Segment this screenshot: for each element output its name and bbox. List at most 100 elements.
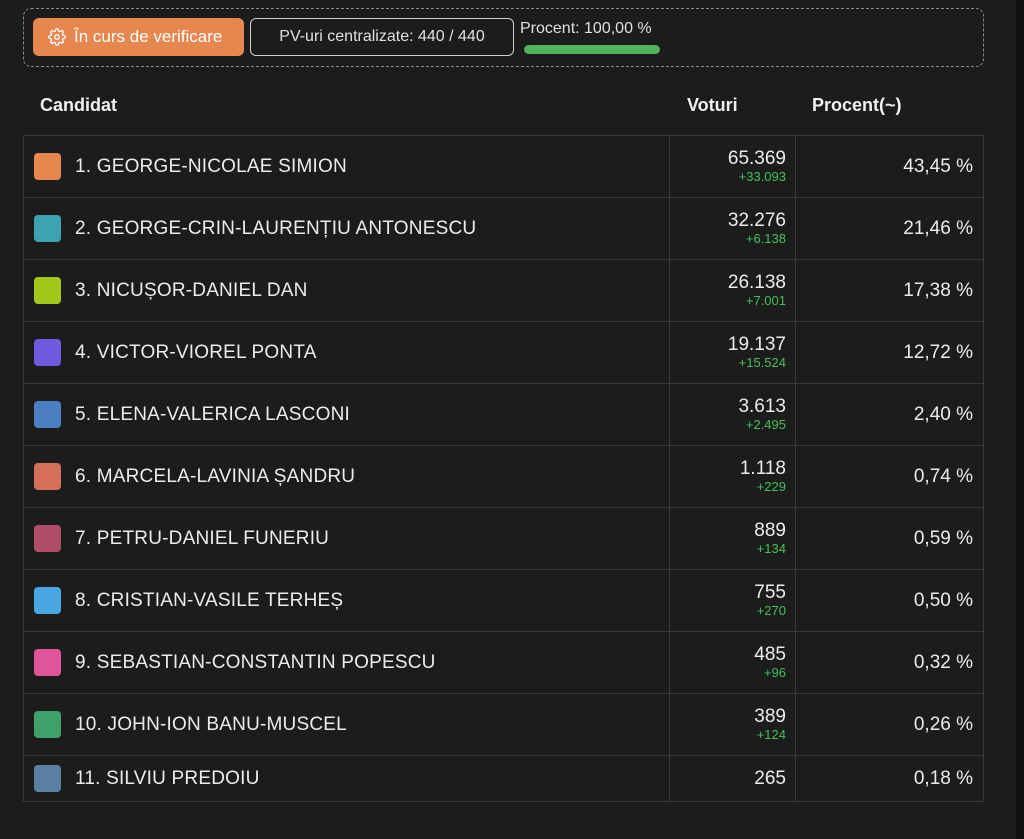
pv-counter: PV-uri centralizate: 440 / 440 [250,18,514,56]
table-row[interactable]: 6. MARCELA-LAVINIA ȘANDRU 1.118 +229 0,74 % [24,446,983,508]
votes-value: 3.613 [738,395,786,417]
percent-cell: 0,32 % [796,632,983,693]
percent-value: 17,38 % [903,279,973,301]
candidate-color-swatch [34,525,61,552]
votes-cell: 485 +96 [670,632,796,693]
votes-value: 389 [754,705,786,727]
votes-value: 32.276 [727,209,786,231]
table-row[interactable]: 3. NICUȘOR-DANIEL DAN 26.138 +7.001 17,38 % [24,260,983,322]
table-row[interactable]: 7. PETRU-DANIEL FUNERIU 889 +134 0,59 % [24,508,983,570]
candidate-cell: 6. MARCELA-LAVINIA ȘANDRU [24,446,670,507]
percent-value: 2,40 % [913,403,973,425]
table-header: Candidat Voturi Procent(~) [23,80,984,134]
candidate-name: 5. ELENA-VALERICA LASCONI [75,403,350,425]
votes-delta: +33.093 [738,168,786,184]
percent-cell: 21,46 % [796,198,983,259]
candidate-color-swatch [34,587,61,614]
status-bar: În curs de verificare PV-uri centralizat… [23,8,984,67]
candidate-cell: 7. PETRU-DANIEL FUNERIU [24,508,670,569]
votes-value: 26.138 [727,271,786,293]
table-row[interactable]: 5. ELENA-VALERICA LASCONI 3.613 +2.495 2,40… [24,384,983,446]
pv-counter-text: PV-uri centralizate: 440 / 440 [279,28,485,45]
candidate-color-swatch [34,711,61,738]
percent-value: 0,26 % [913,713,973,735]
percent-value: 0,32 % [913,651,973,673]
verification-status-button[interactable]: În curs de verificare [33,18,244,56]
votes-cell: 389 +124 [670,694,796,755]
votes-cell: 26.138 +7.001 [670,260,796,321]
percent-cell: 17,38 % [796,260,983,321]
votes-delta: +229 [756,478,786,494]
table-row[interactable]: 4. VICTOR-VIOREL PONTA 19.137 +15.524 12,72… [24,322,983,384]
candidate-color-swatch [34,153,61,180]
table-row[interactable]: 9. SEBASTIAN-CONSTANTIN POPESCU 485 +96 0,3… [24,632,983,694]
candidate-cell: 11. SILVIU PREDOIU [24,756,670,801]
percent-value: 0,74 % [913,465,973,487]
percent-cell: 0,74 % [796,446,983,507]
candidate-name: 11. SILVIU PREDOIU [75,767,260,789]
votes-value: 1.118 [739,457,786,479]
percent-label: Procent: 100,00 % [520,20,652,37]
candidate-cell: 1. GEORGE-NICOLAE SIMION [24,136,670,197]
column-header-votes[interactable]: Voturi [687,95,738,115]
percent-value: 0,59 % [913,527,973,549]
candidate-cell: 5. ELENA-VALERICA LASCONI [24,384,670,445]
candidate-color-swatch [34,215,61,242]
table-row[interactable]: 2. GEORGE-CRIN-LAURENȚIU ANTONESCU 32.276… [24,198,983,260]
candidate-color-swatch [34,463,61,490]
verification-status-label: În curs de verificare [74,27,223,46]
votes-value: 755 [754,581,786,603]
table-row[interactable]: 10. JOHN-ION BANU-MUSCEL 389 +124 0,26 % [24,694,983,756]
percent-progress-bar [524,45,660,54]
votes-cell: 19.137 +15.524 [670,322,796,383]
candidate-name: 9. SEBASTIAN-CONSTANTIN POPESCU [75,651,436,673]
candidate-name: 8. CRISTIAN-VASILE TERHEȘ [75,589,344,611]
percent-cell: 43,45 % [796,136,983,197]
votes-cell: 265 [670,756,796,801]
table-row[interactable]: 1. GEORGE-NICOLAE SIMION 65.369 +33.093 43,… [24,136,983,198]
votes-delta: +6.138 [745,230,786,246]
votes-delta: +15.524 [738,354,786,370]
candidate-name: 1. GEORGE-NICOLAE SIMION [75,155,347,177]
votes-delta: +7.001 [745,292,786,308]
votes-cell: 65.369 +33.093 [670,136,796,197]
percent-cell: 0,59 % [796,508,983,569]
candidate-cell: 2. GEORGE-CRIN-LAURENȚIU ANTONESCU [24,198,670,259]
votes-delta: +2.495 [745,416,786,432]
percent-cell: 0,18 % [796,756,983,801]
votes-value: 19.137 [727,333,786,355]
percent-value: 12,72 % [903,341,973,363]
candidate-color-swatch [34,765,61,792]
candidate-cell: 10. JOHN-ION BANU-MUSCEL [24,694,670,755]
votes-cell: 3.613 +2.495 [670,384,796,445]
results-table: 1. GEORGE-NICOLAE SIMION 65.369 +33.093 43,… [23,135,984,802]
votes-cell: 32.276 +6.138 [670,198,796,259]
percent-value: 43,45 % [903,155,973,177]
table-row[interactable]: 8. CRISTIAN-VASILE TERHEȘ 755 +270 0,50 % [24,570,983,632]
votes-value: 265 [754,767,786,789]
votes-delta: +134 [756,540,786,556]
votes-value: 485 [754,643,786,665]
votes-delta: +96 [763,664,786,680]
candidate-color-swatch [34,649,61,676]
scrollbar-track[interactable] [1016,0,1024,839]
votes-cell: 755 +270 [670,570,796,631]
candidate-color-swatch [34,339,61,366]
percent-value: 0,50 % [913,589,973,611]
column-header-percent[interactable]: Procent(~) [812,95,902,115]
candidate-name: 4. VICTOR-VIOREL PONTA [75,341,317,363]
candidate-name: 2. GEORGE-CRIN-LAURENȚIU ANTONESCU [75,217,477,239]
votes-value: 889 [754,519,786,541]
votes-cell: 889 +134 [670,508,796,569]
percent-cell: 0,50 % [796,570,983,631]
percent-cell: 0,26 % [796,694,983,755]
table-row[interactable]: 11. SILVIU PREDOIU 265 0,18 % [24,756,983,801]
candidate-name: 10. JOHN-ION BANU-MUSCEL [75,713,347,735]
percent-cell: 12,72 % [796,322,983,383]
gear-icon [48,28,66,46]
column-header-candidate[interactable]: Candidat [40,95,118,115]
percent-value: 21,46 % [903,217,973,239]
candidate-color-swatch [34,277,61,304]
candidate-color-swatch [34,401,61,428]
votes-value: 65.369 [727,147,786,169]
